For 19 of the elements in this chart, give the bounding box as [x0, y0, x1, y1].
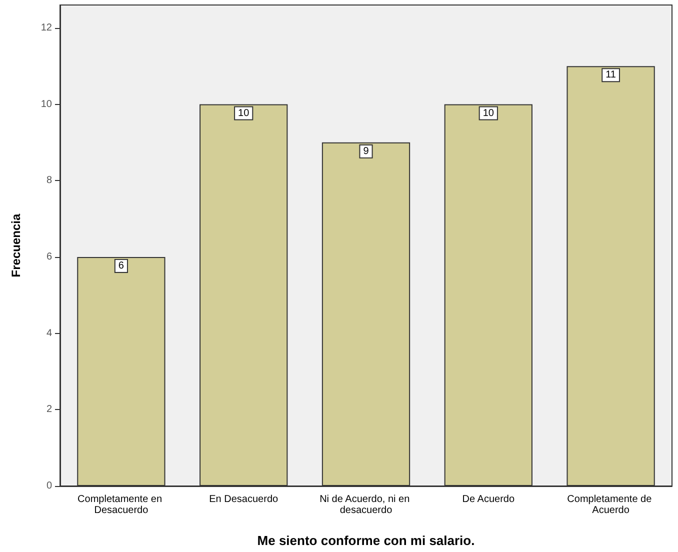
x-tick-label: Completamente de Acuerdo — [567, 494, 654, 516]
data-label: 11 — [606, 70, 616, 81]
y-tick-label: 4 — [46, 328, 52, 339]
y-tick-label: 8 — [46, 175, 52, 186]
y-tick-label: 0 — [46, 480, 52, 492]
y-tick-label: 6 — [46, 251, 52, 262]
data-label: 10 — [482, 108, 494, 119]
x-tick-label: Completamente en Desacuerdo — [78, 494, 165, 516]
y-tick-label: 10 — [40, 98, 52, 110]
x-tick-label: De Acuerdo — [462, 494, 515, 505]
y-tick-label: 12 — [40, 22, 52, 34]
data-label: 10 — [238, 108, 250, 119]
x-tick-label: Ni de Acuerdo, ni en desacuerdo — [320, 494, 412, 516]
data-label: 9 — [363, 146, 370, 157]
y-tick-label: 2 — [46, 404, 52, 416]
y-axis-title: Frecuencia — [9, 214, 23, 278]
x-axis-title: Me siento conforme con mi salario. — [257, 533, 475, 548]
x-tick-label: En Desacuerdo — [209, 494, 278, 505]
data-label: 6 — [118, 260, 124, 272]
